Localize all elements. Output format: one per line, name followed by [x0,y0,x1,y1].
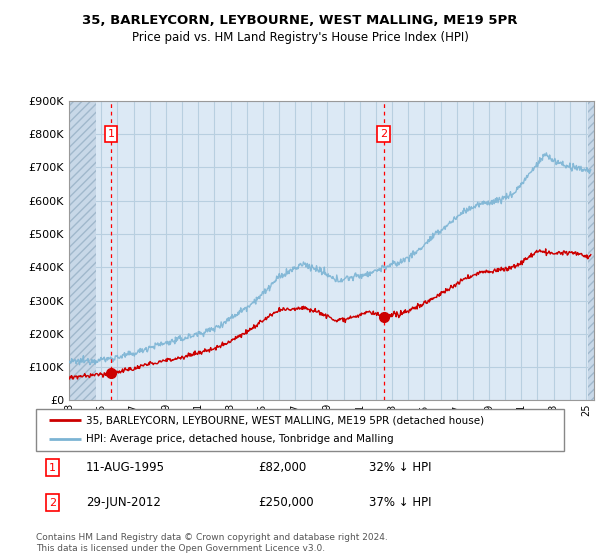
Text: Contains HM Land Registry data © Crown copyright and database right 2024.
This d: Contains HM Land Registry data © Crown c… [36,533,388,553]
Text: 2: 2 [49,498,56,507]
Text: Price paid vs. HM Land Registry's House Price Index (HPI): Price paid vs. HM Land Registry's House … [131,31,469,44]
Text: 11-AUG-1995: 11-AUG-1995 [86,461,165,474]
Text: 35, BARLEYCORN, LEYBOURNE, WEST MALLING, ME19 5PR (detached house): 35, BARLEYCORN, LEYBOURNE, WEST MALLING,… [86,415,484,425]
Text: 1: 1 [49,463,56,473]
Text: 1: 1 [107,129,115,139]
FancyBboxPatch shape [36,409,564,451]
Bar [587,101,594,400]
Bar [69,101,97,400]
Text: £250,000: £250,000 [258,496,313,509]
Text: 37% ↓ HPI: 37% ↓ HPI [368,496,431,509]
Text: £82,000: £82,000 [258,461,306,474]
Text: HPI: Average price, detached house, Tonbridge and Malling: HPI: Average price, detached house, Tonb… [86,435,394,445]
Text: 32% ↓ HPI: 32% ↓ HPI [368,461,431,474]
Text: 2: 2 [380,129,388,139]
Text: 29-JUN-2012: 29-JUN-2012 [86,496,161,509]
Text: 35, BARLEYCORN, LEYBOURNE, WEST MALLING, ME19 5PR: 35, BARLEYCORN, LEYBOURNE, WEST MALLING,… [82,14,518,27]
